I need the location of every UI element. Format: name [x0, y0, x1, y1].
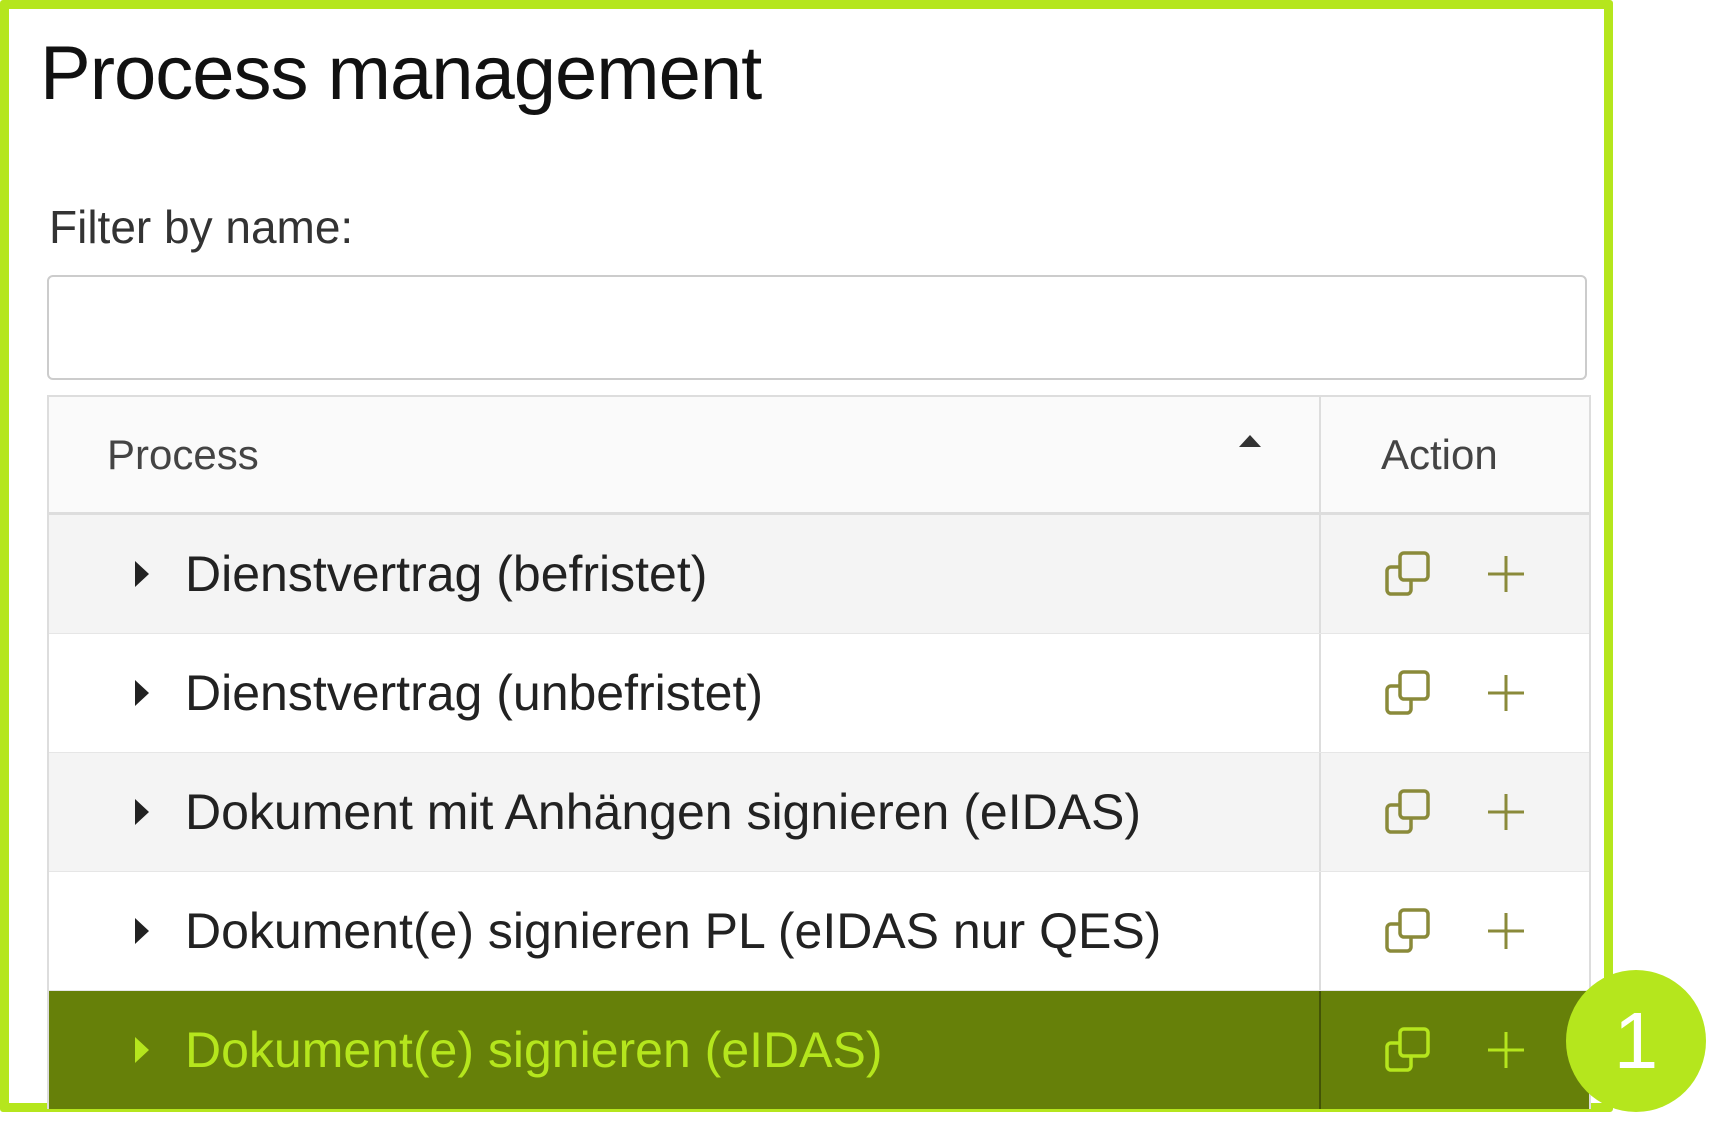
process-cell: Dokument(e) signieren PL (eIDAS nur QES) — [49, 872, 1321, 990]
copy-icon[interactable] — [1383, 788, 1433, 836]
plus-icon[interactable] — [1485, 910, 1527, 952]
process-cell: Dienstvertrag (unbefristet) — [49, 634, 1321, 752]
process-table: Process Action Dienstvertrag (befristet)… — [47, 395, 1591, 1109]
process-name[interactable]: Dokument(e) signieren (eIDAS) — [185, 1022, 883, 1078]
copy-icon[interactable] — [1383, 1026, 1433, 1074]
action-cell — [1321, 991, 1589, 1109]
column-header-process[interactable]: Process — [49, 397, 1321, 512]
table-row[interactable]: Dokument mit Anhängen signieren (eIDAS) — [49, 753, 1589, 872]
process-cell: Dienstvertrag (befristet) — [49, 515, 1321, 633]
expand-caret-icon[interactable] — [135, 680, 149, 706]
expand-caret-icon[interactable] — [135, 918, 149, 944]
expand-caret-icon[interactable] — [135, 561, 149, 587]
column-header-action: Action — [1381, 430, 1498, 478]
action-cell — [1321, 753, 1589, 871]
action-cell — [1321, 634, 1589, 752]
expand-caret-icon[interactable] — [135, 799, 149, 825]
copy-icon[interactable] — [1383, 907, 1433, 955]
table-row[interactable]: Dienstvertrag (befristet) — [49, 515, 1589, 634]
page-title: Process management — [40, 31, 762, 116]
process-name[interactable]: Dienstvertrag (befristet) — [185, 546, 708, 602]
copy-icon[interactable] — [1383, 550, 1433, 598]
copy-icon[interactable] — [1383, 669, 1433, 717]
plus-icon[interactable] — [1485, 553, 1527, 595]
process-name[interactable]: Dokument(e) signieren PL (eIDAS nur QES) — [185, 903, 1162, 959]
table-row[interactable]: Dokument(e) signieren (eIDAS) — [49, 991, 1589, 1109]
filter-label: Filter by name: — [49, 201, 354, 253]
table-row[interactable]: Dokument(e) signieren PL (eIDAS nur QES) — [49, 872, 1589, 991]
process-cell: Dokument mit Anhängen signieren (eIDAS) — [49, 753, 1321, 871]
annotation-badge: 1 — [1566, 970, 1706, 1112]
column-header-process-label: Process — [107, 430, 259, 478]
plus-icon[interactable] — [1485, 791, 1527, 833]
process-name[interactable]: Dokument mit Anhängen signieren (eIDAS) — [185, 784, 1142, 840]
expand-caret-icon[interactable] — [135, 1037, 149, 1063]
sort-ascending-icon[interactable] — [1239, 435, 1261, 447]
filter-input[interactable] — [47, 275, 1587, 380]
action-cell — [1321, 515, 1589, 633]
table-row[interactable]: Dienstvertrag (unbefristet) — [49, 634, 1589, 753]
process-cell: Dokument(e) signieren (eIDAS) — [49, 991, 1321, 1109]
action-cell — [1321, 872, 1589, 990]
plus-icon[interactable] — [1485, 1029, 1527, 1071]
plus-icon[interactable] — [1485, 672, 1527, 714]
table-header: Process Action — [49, 397, 1589, 515]
process-name[interactable]: Dienstvertrag (unbefristet) — [185, 665, 764, 721]
